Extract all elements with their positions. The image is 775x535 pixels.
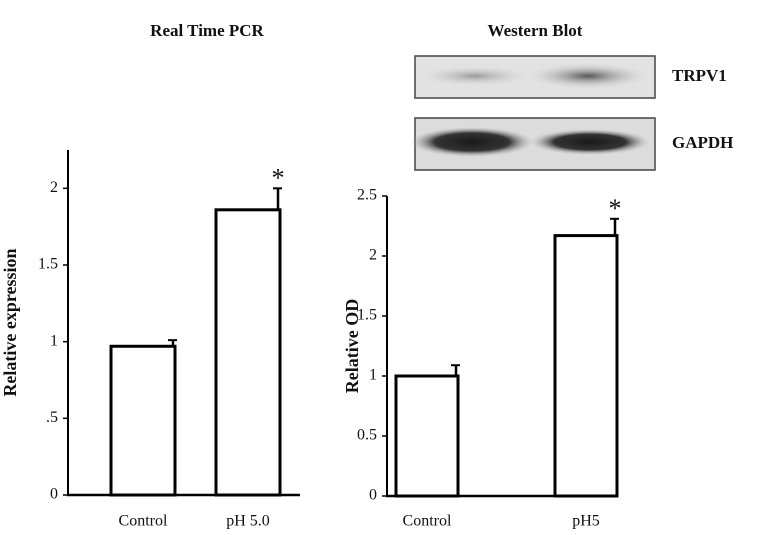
chart-title: Western Blot: [488, 21, 583, 40]
y-tick-label: .5: [46, 409, 58, 426]
blot-label: GAPDH: [672, 133, 733, 152]
bar: [394, 374, 460, 498]
bar: [214, 208, 282, 497]
significance-mark: *: [272, 163, 285, 192]
y-tick-label: 1.5: [38, 256, 58, 273]
y-tick-label: 1: [369, 367, 377, 384]
y-tick-label: 2.5: [357, 187, 377, 204]
blot-band: [420, 66, 530, 86]
y-axis-label: Relative OD: [342, 299, 362, 393]
blot-images: [410, 55, 656, 171]
chart-title: Real Time PCR: [150, 21, 264, 40]
x-tick-label: Control: [119, 513, 168, 530]
significance-mark: *: [609, 194, 622, 223]
blot-band: [530, 129, 650, 155]
y-tick-label: 0: [50, 486, 58, 503]
bar: [109, 344, 177, 497]
y-tick-label: 0.5: [357, 427, 377, 444]
y-tick-label: 0: [369, 487, 377, 504]
blot-band: [526, 63, 650, 89]
y-tick-label: 2: [369, 247, 377, 264]
blot-band: [410, 127, 534, 157]
y-tick-label: 2: [50, 179, 58, 196]
y-axis-label: Relative expression: [0, 248, 20, 396]
x-tick-label: Control: [403, 513, 452, 530]
y-tick-label: 1.5: [357, 307, 377, 324]
blot-label: TRPV1: [672, 66, 727, 85]
y-tick-label: 1: [50, 332, 58, 349]
bar: [553, 234, 619, 498]
x-tick-label: pH5: [572, 513, 600, 530]
x-tick-label: pH 5.0: [226, 513, 270, 530]
